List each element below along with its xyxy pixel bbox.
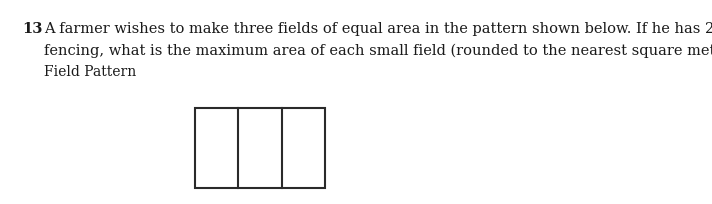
Text: fencing, what is the maximum area of each small field (rounded to the nearest sq: fencing, what is the maximum area of eac…: [44, 44, 712, 58]
Bar: [195, 108, 325, 188]
Text: Field Pattern: Field Pattern: [44, 65, 136, 79]
Text: A farmer wishes to make three fields of equal area in the pattern shown below. I: A farmer wishes to make three fields of …: [44, 22, 712, 36]
Text: 13: 13: [22, 22, 43, 36]
